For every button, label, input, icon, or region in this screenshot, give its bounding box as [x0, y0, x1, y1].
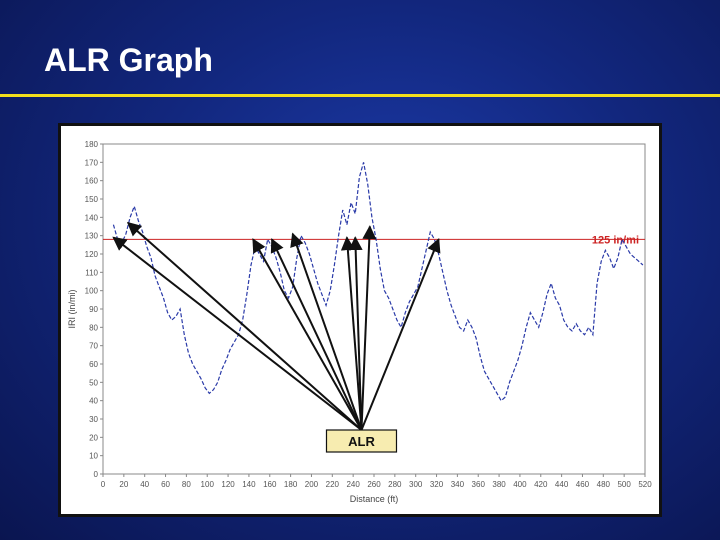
y-tick-label: 30	[89, 415, 98, 424]
x-tick-label: 140	[242, 480, 256, 489]
x-tick-label: 120	[221, 480, 235, 489]
y-tick-label: 90	[89, 305, 98, 314]
x-tick-label: 460	[576, 480, 590, 489]
alr-arrow	[348, 236, 363, 431]
y-tick-label: 100	[85, 287, 99, 296]
y-tick-label: 20	[89, 433, 98, 442]
y-tick-label: 0	[94, 470, 99, 479]
alr-arrow	[290, 232, 363, 431]
y-tick-label: 140	[85, 213, 99, 222]
y-tick-label: 110	[85, 268, 98, 277]
x-tick-label: 380	[492, 480, 506, 489]
y-tick-label: 50	[89, 378, 98, 387]
alr-arrow	[360, 225, 377, 431]
alr-arrow	[112, 236, 363, 431]
y-tick-label: 150	[85, 195, 99, 204]
x-tick-label: 160	[263, 480, 277, 489]
x-tick-label: 420	[534, 480, 548, 489]
x-tick-label: 500	[617, 480, 631, 489]
x-axis-label: Distance (ft)	[350, 494, 399, 504]
x-tick-label: 40	[140, 480, 149, 489]
y-tick-label: 60	[89, 360, 98, 369]
slide-title: ALR Graph	[44, 42, 213, 78]
alr-arrow	[252, 238, 363, 431]
x-tick-label: 320	[430, 480, 444, 489]
threshold-label: 125 in/mi	[592, 234, 639, 246]
y-tick-label: 160	[85, 177, 99, 186]
y-tick-label: 180	[85, 140, 99, 149]
x-tick-label: 0	[101, 480, 106, 489]
plot-area	[102, 143, 646, 475]
alr-arrow	[270, 238, 363, 431]
y-tick-label: 130	[85, 232, 99, 241]
x-tick-label: 20	[119, 480, 128, 489]
x-tick-label: 300	[409, 480, 423, 489]
x-tick-label: 260	[367, 480, 381, 489]
y-axis-label: IRI (in/mi)	[67, 290, 77, 329]
y-tick-label: 40	[89, 397, 98, 406]
y-tick-label: 80	[89, 323, 98, 332]
y-tick-labels: 0 10 20 30 40 50 60 70 80 90 100 110 120 130 140 150 160…	[85, 140, 103, 479]
alr-label: ALR	[348, 434, 375, 449]
x-tick-label: 440	[555, 480, 569, 489]
alr-arrows	[112, 221, 441, 431]
x-tick-label: 400	[513, 480, 527, 489]
x-tick-label: 280	[388, 480, 402, 489]
x-tick-label: 60	[161, 480, 170, 489]
x-tick-label: 520	[638, 480, 652, 489]
y-tick-label: 70	[89, 342, 98, 351]
alr-arrow	[126, 221, 363, 431]
alr-arrow	[340, 236, 363, 431]
x-tick-labels: 0 20 40 60 80 100 120 140 160 180 200 220 240 260 280 3…	[101, 474, 652, 489]
y-tick-label: 120	[85, 250, 99, 259]
x-tick-label: 220	[326, 480, 340, 489]
y-tick-label: 170	[85, 158, 99, 167]
alr-arrow	[360, 238, 441, 431]
chart-frame: 0 10 20 30 40 50 60 70 80 90 100 110 120 130 140 150 160…	[58, 123, 662, 517]
x-tick-label: 80	[182, 480, 191, 489]
y-tick-label: 10	[89, 452, 98, 461]
x-tick-label: 480	[597, 480, 611, 489]
x-tick-label: 200	[305, 480, 319, 489]
x-tick-label: 360	[472, 480, 486, 489]
title-underline	[0, 94, 720, 97]
alr-label-box	[325, 429, 398, 453]
x-tick-label: 340	[451, 480, 465, 489]
iri-chart: 0 10 20 30 40 50 60 70 80 90 100 110 120 130 140 150 160…	[67, 140, 652, 504]
chart-axes	[102, 143, 646, 475]
x-tick-label: 240	[346, 480, 360, 489]
x-tick-label: 180	[284, 480, 298, 489]
x-tick-label: 100	[201, 480, 215, 489]
